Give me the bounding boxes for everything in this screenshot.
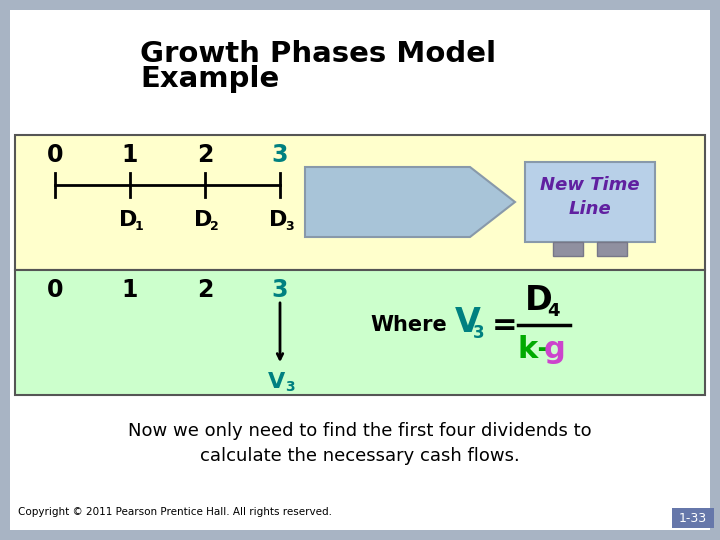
Text: Growth Phases Model: Growth Phases Model [140,40,496,68]
Text: 0: 0 [47,278,63,302]
Text: g: g [544,334,566,363]
Text: D: D [525,284,553,316]
Text: 1: 1 [135,220,143,233]
Text: 2: 2 [210,220,218,233]
Text: k-: k- [518,334,551,363]
Bar [15,270,705,395]
Text: 1-33: 1-33 [679,511,707,524]
Text: V: V [455,307,481,340]
Text: 2: 2 [197,278,213,302]
Text: =: = [492,310,518,340]
Text: Where: Where [370,315,446,335]
Text: Now we only need to find the first four dividends to
calculate the necessary cas: Now we only need to find the first four … [128,422,592,465]
Text: 3: 3 [271,143,288,167]
Text: Example: Example [140,65,279,93]
Text: D: D [119,210,138,230]
Text: 4: 4 [547,302,559,320]
Bar [553,242,583,256]
Text: 3: 3 [473,324,485,342]
Text: Copyright © 2011 Pearson Prentice Hall. All rights reserved.: Copyright © 2011 Pearson Prentice Hall. … [18,507,332,517]
Text: 1: 1 [122,278,138,302]
Text: D: D [269,210,287,230]
Polygon shape [305,167,515,237]
Text: 3: 3 [285,380,294,394]
Text: 3: 3 [284,220,293,233]
Bar [672,508,714,528]
Text: 0: 0 [47,143,63,167]
Text: V: V [269,372,286,392]
Text: 1: 1 [122,143,138,167]
Bar [597,242,627,256]
Text: New Time
Line: New Time Line [540,176,640,218]
Text: 3: 3 [271,278,288,302]
Bar [15,135,705,270]
Text: 2: 2 [197,143,213,167]
Text: D: D [194,210,212,230]
Bar [525,162,655,242]
